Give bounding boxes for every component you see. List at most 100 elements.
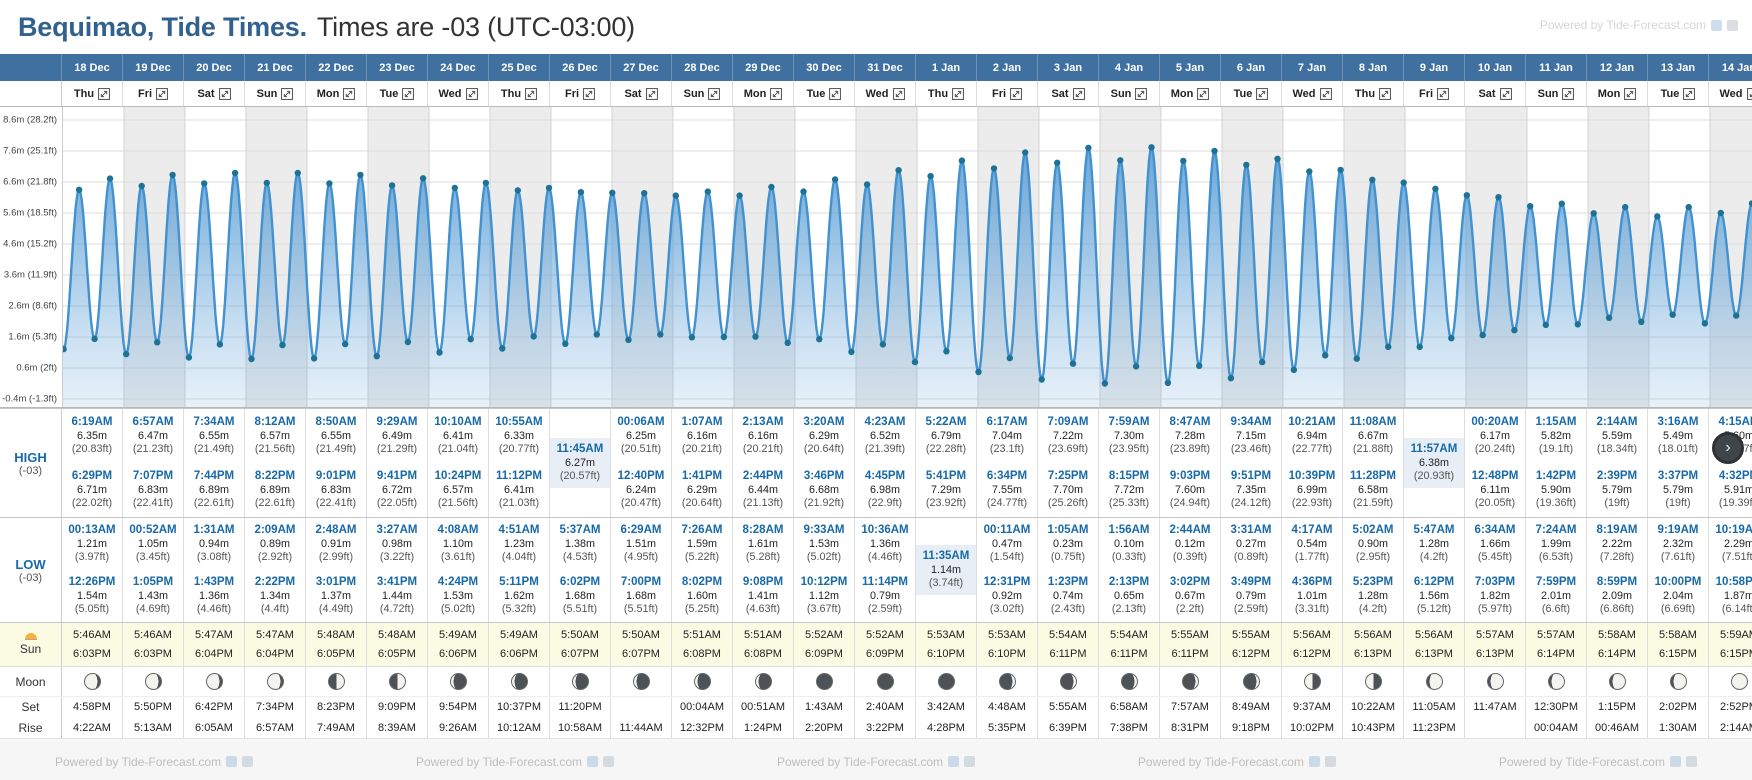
footer-watermark-item: Powered by Tide-Forecast.com [416,755,615,769]
tide-time: 2:44AM [1169,524,1211,537]
tide-height-ft: (4.46ft) [867,551,903,564]
tide-height-ft: (3.31ft) [1294,603,1330,616]
sun-times-cell: 5:46AM 6:03PM [123,623,184,666]
moonrise-cell: 2:20PM [794,717,855,738]
weekday-cell: Sat [1038,81,1099,106]
high-tide-cell: 9:34AM 7.15m (23.46ft) 9:51PM 7.35m (24.12ft) [1221,409,1282,517]
expand-day-icon[interactable] [343,87,356,100]
tide-height-m: 6.89m [259,483,290,496]
y-axis-label: 3.6m (11.9ft) [3,269,57,281]
tide-time: 12:48PM [1471,470,1519,483]
moonset-time: 2:52PM [1720,701,1752,713]
expand-day-icon[interactable] [98,87,111,100]
expand-day-icon[interactable] [281,87,294,100]
expand-day-icon[interactable] [1499,87,1512,100]
tide-entry: 8:15PM 7.72m (25.33ft) [1099,463,1159,517]
tide-time: 7:25PM [1047,470,1089,483]
tide-height-m: 0.98m [381,537,412,550]
moonrise-time: 8:31PM [1171,721,1209,734]
tide-height-m: 5.79m [1601,483,1632,496]
tide-time: 4:45PM [864,470,906,483]
sun-times-cell: 5:53AM 6:10PM [977,623,1038,666]
expand-day-icon[interactable] [1562,87,1575,100]
high-tide-cell: 8:47AM 7.28m (23.89ft) 9:03PM 7.60m (24.94ft) [1160,409,1221,517]
sun-times-cell: 5:46AM 6:03PM [62,623,123,666]
sunset-time: 6:12PM [1293,648,1331,660]
low-tide-cell: 11:35AM 1.14m (3.74ft) [916,518,977,622]
moonset-row: Set 4:58PM 5:50PM 6:42PM 7:34PM 8:23PM 9:09PM 9… [0,696,1752,717]
tide-time: 8:59PM [1596,576,1638,589]
expand-day-icon[interactable] [1010,87,1022,100]
expand-day-icon[interactable] [1197,87,1210,100]
expand-day-icon[interactable] [156,87,168,100]
moon-cell [1038,667,1099,696]
moonset-time: 5:50PM [134,701,172,713]
expand-day-icon[interactable] [402,87,415,100]
expand-day-icon[interactable] [218,87,231,100]
low-tide-cell: 8:19AM 2.22m (7.28ft) 8:59PM 2.09m (6.86ft) [1587,518,1648,622]
sunrise-time: 5:56AM [1293,629,1331,641]
expand-day-icon[interactable] [583,87,595,100]
moon-phase-icon [1425,673,1443,690]
tide-time: 3:41PM [376,576,418,589]
tide-entry: 3:27AM 0.98m (3.22ft) [367,518,427,570]
expand-day-icon[interactable] [1135,87,1148,100]
expand-day-icon[interactable] [1624,87,1637,100]
moonrise-cell: 9:26AM [428,717,489,738]
expand-day-icon[interactable] [952,87,965,100]
expand-day-icon[interactable] [1379,87,1392,100]
tide-entry: 00:11AM 0.47m (1.54ft) [977,518,1037,570]
expand-day-icon[interactable] [1256,87,1269,100]
expand-day-icon[interactable] [1746,87,1752,100]
tide-entry: 10:12PM 1.12m (3.67ft) [794,570,854,622]
tide-height-m: 6.16m [686,429,717,442]
expand-day-icon[interactable] [770,87,783,100]
tide-height-ft: (5.97ft) [1477,603,1513,616]
tide-entry: 5:47AM 1.28m (4.2ft) [1404,518,1464,570]
expand-day-icon[interactable] [1437,87,1449,100]
tide-height-ft: (2.59ft) [1233,603,1269,616]
expand-day-icon[interactable] [829,87,842,100]
expand-day-icon[interactable] [465,87,478,100]
tide-height-m: 1.23m [503,537,534,550]
expand-day-icon[interactable] [892,87,905,100]
tide-height-m: 1.99m [1540,537,1571,550]
tide-entry: 10:39PM 6.99m (22.93ft) [1282,463,1342,517]
expand-day-icon[interactable] [708,87,721,100]
tide-extremes-table: HIGH (-03) 6:19AM 6.35m (20.83ft) 6:29PM 6.71m… [0,408,1752,622]
tide-time: 10:10AM [434,416,482,429]
sunset-time: 6:13PM [1415,648,1453,660]
moon-cell [428,667,489,696]
tide-height-m: 6.55m [198,429,229,442]
expand-day-icon[interactable] [1683,87,1696,100]
moon-cell [1099,667,1160,696]
weekday-label: Sat [624,87,642,100]
expand-day-icon[interactable] [1072,87,1085,100]
tide-chart: 8.6m (28.2ft) 7.6m (25.1ft) 6.6m (21.8ft) 5… [0,107,1752,408]
tide-height-ft: (6.69ft) [1660,603,1696,616]
moonrise-time: 10:58AM [557,721,603,734]
tide-height-ft: (0.75ft) [1050,551,1086,564]
tide-entry: 7:00PM 1.68m (5.51ft) [611,570,671,622]
tide-height-ft: (23.95ft) [1108,443,1150,456]
tide-time: 8:22PM [254,470,296,483]
footer-watermark-item: Powered by Tide-Forecast.com [55,755,254,769]
tide-entry: 1:41PM 6.29m (20.64ft) [672,463,732,517]
tide-height-ft: (21.92ft) [803,497,845,510]
moonrise-time: 12:32PM [679,721,725,734]
tide-height-m: 2.22m [1601,537,1632,550]
low-tide-cell: 1:31AM 0.94m (3.08ft) 1:43PM 1.36m (4.46ft) [184,518,245,622]
tide-height-ft: (24.94ft) [1169,497,1211,510]
expand-day-icon[interactable] [1319,87,1332,100]
tide-height-m: 6.25m [625,429,656,442]
sun-times-cell: 5:50AM 6:07PM [550,623,611,666]
expand-day-icon[interactable] [525,87,538,100]
expand-day-icon[interactable] [645,87,658,100]
tide-height-m: 1.66m [1479,537,1510,550]
scroll-next-button[interactable]: › [1712,432,1744,464]
tide-entry: 9:01PM 6.83m (22.41ft) [306,463,366,517]
weekday-cell: Fri [550,81,611,106]
moonset-time: 6:58AM [1110,701,1148,713]
moon-row-label: Moon [0,667,62,696]
tide-time: 3:02PM [1169,576,1211,589]
